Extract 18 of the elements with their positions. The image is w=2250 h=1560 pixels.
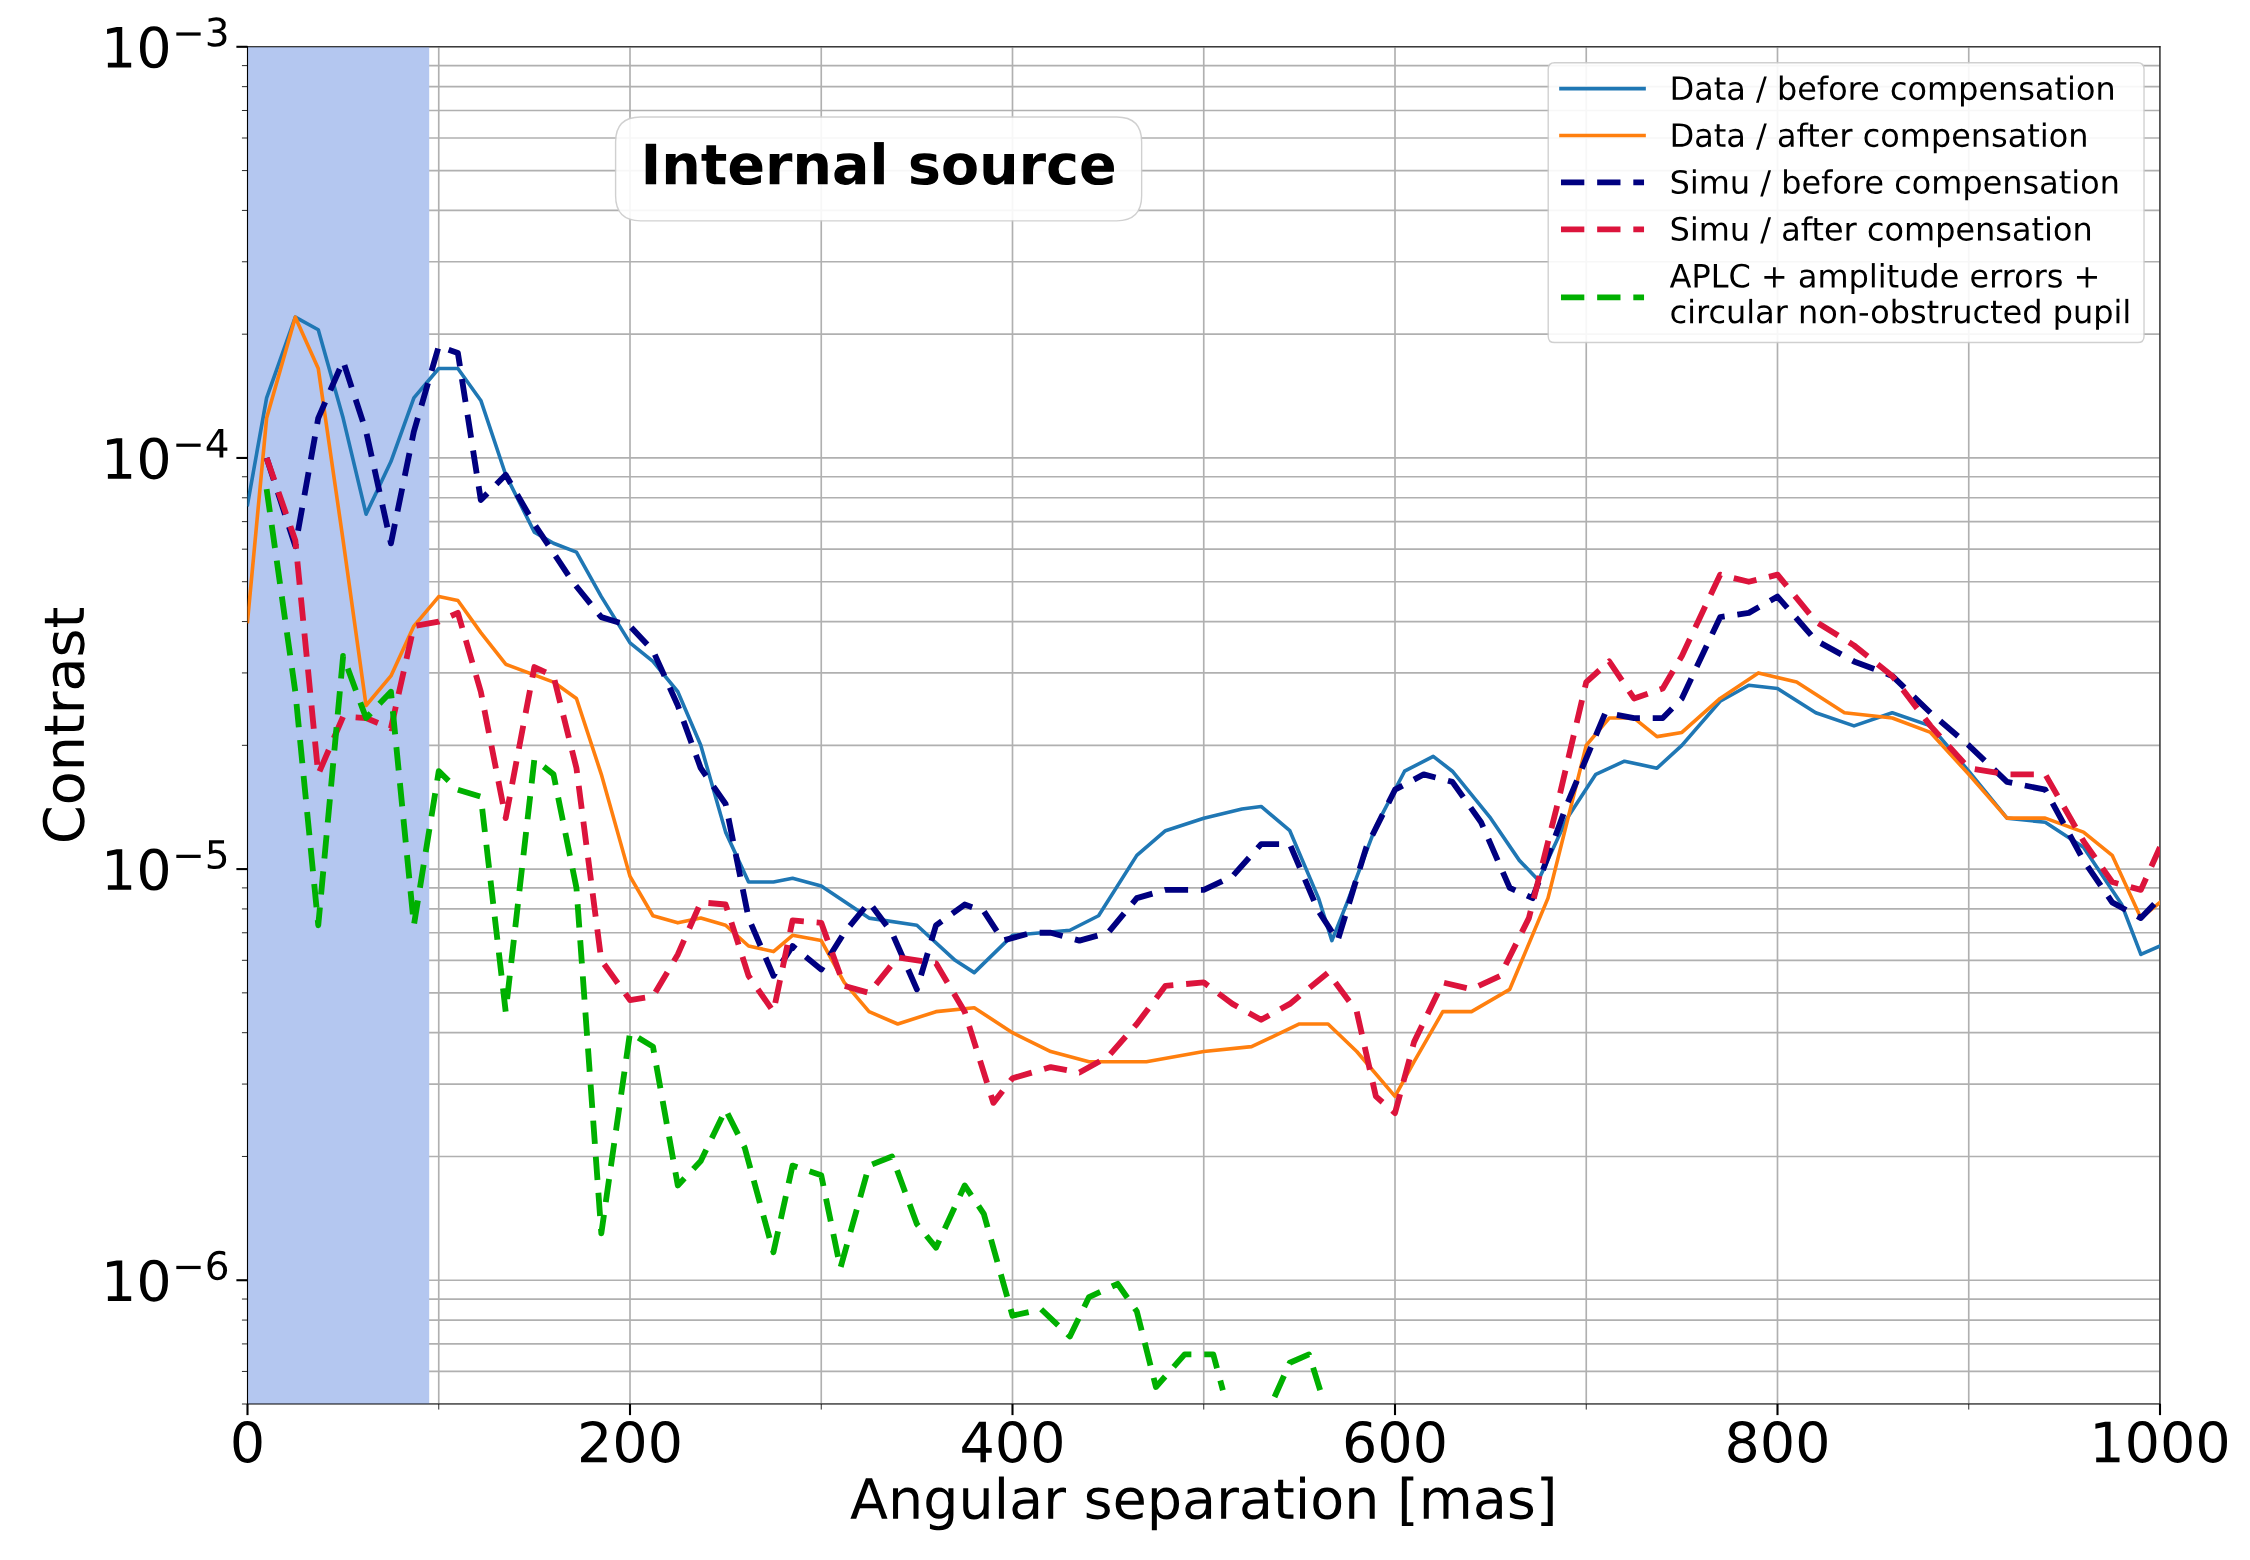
y-axis-title: Contrast	[42, 608, 85, 841]
legend-label: Simu / after compensation	[1671, 216, 2091, 248]
legend-label: Data / after compensation	[1672, 122, 2086, 154]
annotation: Internal source	[645, 142, 1114, 186]
y-tick-label: 10$^{−4}$	[107, 429, 228, 480]
y-tick-label: 10$^{−6}$	[107, 1250, 228, 1302]
y-tick-label: 10$^{−3}$	[107, 17, 227, 69]
legend-label: Data / before compensation	[1672, 75, 2113, 107]
x-tick-label: 800	[1728, 1420, 1827, 1463]
legend-label: APLC + amplitude errors + circular non-obstructed pupil	[1669, 263, 2129, 330]
legend-label: Simu / before compensation	[1671, 169, 2118, 201]
x-axis-title: Angular separation [mas]	[850, 1476, 1553, 1531]
x-tick-label: 400	[962, 1420, 1062, 1463]
x-tick-label: 600	[1345, 1420, 1445, 1463]
x-tick-label: 200	[581, 1420, 680, 1463]
x-tick-label: 1000	[2095, 1420, 2227, 1463]
x-tick-label: 0	[233, 1420, 262, 1463]
y-tick-label: 10$^{−5}$	[107, 840, 227, 891]
